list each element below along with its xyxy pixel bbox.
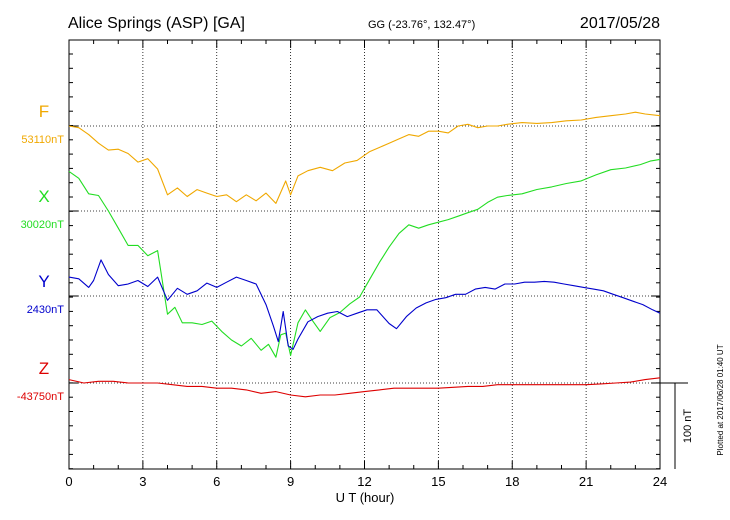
- series-baseline-z: -43750nT: [17, 391, 64, 403]
- axis-ticks: [68, 40, 661, 470]
- x-tick-label: 3: [139, 474, 146, 489]
- x-tick-labels: 0 3 6 9 12 15 18 21 24: [65, 474, 667, 489]
- series-baseline-y: 2430nT: [27, 304, 65, 316]
- x-tick-label: 21: [579, 474, 593, 489]
- series-line-f: [68, 111, 661, 204]
- scale-bar: 100 nT: [660, 382, 694, 469]
- x-tick-label: 12: [357, 474, 371, 489]
- x-tick-label: 0: [65, 474, 72, 489]
- scale-bar-label: 100 nT: [682, 409, 694, 444]
- series-line-y: [68, 259, 661, 350]
- series-baseline-f: 53110nT: [21, 134, 64, 146]
- x-axis-label: U T (hour): [336, 490, 395, 505]
- series-lines: [68, 111, 661, 398]
- series-name-y: Y: [38, 272, 49, 291]
- plot-date: 2017/05/28: [580, 15, 660, 32]
- x-tick-label: 15: [431, 474, 445, 489]
- series-labels: F 53110nT X 30020nT Y 2430nT Z -43750nT: [17, 102, 64, 403]
- series-name-f: F: [39, 102, 49, 121]
- grid: [69, 40, 660, 469]
- series-name-z: Z: [39, 359, 49, 378]
- series-line-x: [68, 158, 661, 358]
- series-line-z: [68, 377, 661, 398]
- x-tick-label: 6: [213, 474, 220, 489]
- series-baseline-x: 30020nT: [21, 219, 65, 231]
- plotted-at-note: Plotted at 2017/06/28 01:40 UT: [716, 344, 725, 455]
- plot-frame: [68, 39, 661, 470]
- x-tick-label: 18: [505, 474, 519, 489]
- series-name-x: X: [38, 187, 49, 206]
- x-tick-label: 9: [287, 474, 294, 489]
- station-coords: GG (-23.76°, 132.47°): [368, 19, 475, 31]
- station-title: Alice Springs (ASP) [GA]: [68, 15, 245, 32]
- x-tick-label: 24: [653, 474, 667, 489]
